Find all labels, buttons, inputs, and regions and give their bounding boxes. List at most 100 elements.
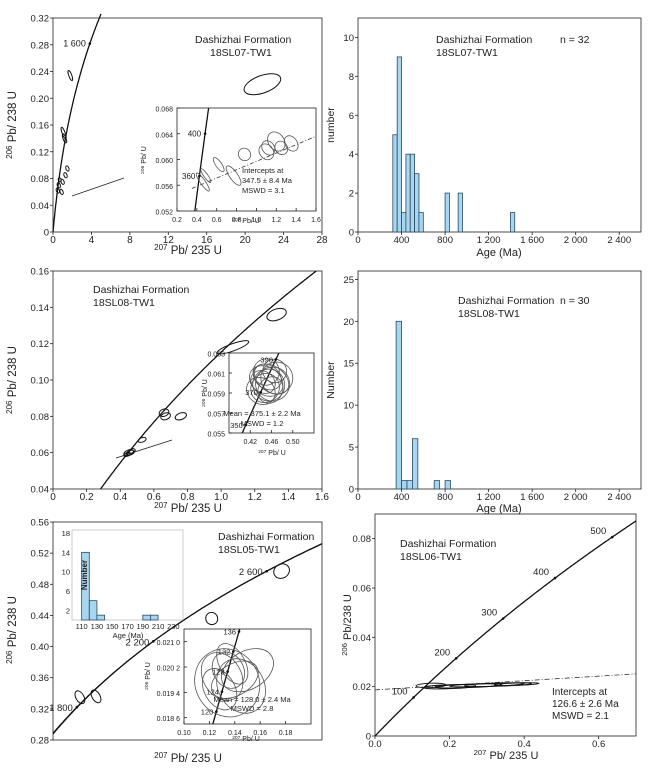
panel-c-inset-ellipse-7 (257, 376, 284, 404)
panel-e-xlabel-text: Pb/ 235 U (168, 753, 222, 765)
panel-c-inset-xlabel-isotope: 207 (258, 449, 266, 455)
panel-d-xaxis-label-4: 1 600 (520, 492, 544, 503)
panel-d-bar-1 (401, 480, 408, 490)
panel-a-age-marker-0 (88, 42, 92, 45)
panel-a-xaxis-label-2: 8 (127, 235, 133, 246)
panel-c-inset-annotation-1: MSWD = 1.2 (241, 419, 284, 428)
panel-b-title: Dashizhai Formation (436, 34, 532, 46)
panel-f-age-label-3: 200 (434, 647, 450, 658)
panel-a-inset-xaxis-label-4: 1.0 (252, 217, 262, 224)
panel-a-xlabel-text: Pb/ 235 U (168, 245, 222, 257)
panel-a-ellipse-3 (61, 133, 68, 144)
panel-c-inset-ylabel-text: Pb/ U (202, 379, 209, 398)
panel-d-bar-0 (395, 320, 402, 490)
panel-d-yaxis-label-5: 25 (343, 275, 354, 286)
panel-e-inset-ylabel-text: Pb/ U (145, 662, 152, 681)
panel-c-ylabel-text: Pb/ 238 U (7, 346, 19, 400)
panel-e-yaxis-label-2: 0.36 (31, 673, 50, 684)
panel-a-inset-ellipse-0 (195, 172, 210, 192)
panel-c-inset-age-marker-1 (259, 390, 262, 394)
panel-b-bar-9 (509, 212, 516, 233)
panel-a-ellipse-10 (59, 188, 64, 195)
panel-c-xaxis-label-6: 1.2 (248, 492, 262, 503)
panel-e-ylabel-isotope: 206 (5, 650, 14, 664)
panel-c-xaxis-label-7: 1.4 (281, 492, 295, 503)
panel-f-annotation-2: MSWD = 2.1 (552, 711, 609, 722)
panel-e-inset-age-marker-3 (220, 690, 224, 693)
panel-a-inset-xlabel-text: Pb/ U (240, 218, 259, 225)
panel-a-yaxis-label-7: 0.28 (31, 40, 50, 51)
panel-c-ellipse-4 (174, 412, 187, 421)
panel-a-inset-yaxis-label-0: 0.052 (155, 210, 173, 217)
panel-f-age-marker-3 (454, 656, 458, 660)
panel-c-yaxis-label-2: 0.08 (31, 412, 50, 423)
panel-c-inset-ellipse-11 (262, 358, 288, 384)
panel-b-yaxis-label-1: 2 (349, 189, 354, 200)
panel-e-xlabel: 207 Pb/ 235 U (154, 751, 222, 766)
panel-d-yaxis-label-0: 0 (349, 485, 354, 496)
panel-b-xaxis-label-0: 0 (355, 235, 360, 246)
panel-a-ellipse-0 (243, 73, 282, 96)
panel-c-xaxis-label-5: 1.0 (214, 492, 228, 503)
panel-a-inset-frame (176, 107, 317, 212)
panel-a-inset-yaxis-label-2: 0.060 (155, 158, 173, 165)
panel-c-inset-ylabel-isotope: 206 (201, 398, 207, 406)
panel-c-inset-ellipse-3 (250, 372, 280, 404)
panel-f-title: Dashizhai Formation (400, 538, 496, 550)
panel-b-bar-0 (392, 134, 398, 233)
panel-a-xaxis-label-1: 4 (89, 235, 95, 246)
panel-e-inset-hist-xtick-4: 190 (137, 622, 150, 631)
panel-b-xaxis-label-2: 800 (437, 235, 453, 246)
panel-e-yaxis-label-1: 0.32 (31, 704, 50, 715)
panel-f-annotation-0: Intercepts at (552, 687, 607, 698)
panel-e-inset-ellipse-6 (221, 648, 274, 693)
panel-c-ellipse-3 (160, 412, 171, 421)
panel-e-inset-ellipse-0 (211, 651, 246, 689)
panel-f-xaxis-label-3: 0.6 (592, 739, 605, 750)
panel-e-inset-hist-bar-4 (150, 614, 159, 621)
panel-e-plot (53, 543, 322, 735)
panel-b-bar-4 (409, 153, 416, 233)
panel-b-yaxis-label-2: 4 (349, 150, 354, 161)
panel-c-leader (115, 439, 173, 459)
panel-a-ylabel-isotope: 206 (5, 145, 14, 159)
panel-c-yaxis-label-1: 0.06 (31, 448, 50, 459)
panel-e-inset-age-marker-4 (215, 710, 218, 713)
panel-e-inset-yaxis-label-2: 0.020 2 (157, 666, 180, 673)
panel-b-bar-5 (414, 173, 420, 233)
panel-c-inset-xaxis-label-2: 0.50 (286, 439, 300, 446)
panel-e-inset-ellipse-1 (211, 660, 259, 699)
panel-b-frame (357, 17, 642, 233)
panel-e-inset-annotation-0: Mean = 128.0 ± 2.4 Ma (213, 695, 291, 704)
panel-e-ellipse-2 (90, 689, 102, 704)
panel-c-plot (99, 271, 318, 489)
panel-a-yaxis-label-4: 0.16 (31, 121, 50, 132)
panel-e-inset-hist-bar-3 (142, 614, 151, 621)
panel-f-ylabel: 206 Pb/238 U (340, 594, 355, 656)
panel-e-inset-age-label-2: 128 (212, 668, 225, 677)
panel-a-yaxis-label-8: 0.32 (31, 14, 50, 25)
panel-c-inset-ellipse-8 (252, 358, 280, 386)
panel-c-inset-age-label-0: 390 (260, 355, 273, 364)
panel-e-age-marker-2 (75, 705, 79, 709)
panel-e-inset-age-marker-1 (232, 650, 235, 653)
panel-d-frame (357, 270, 642, 490)
panel-c-concordia (99, 271, 318, 489)
panel-e-inset-hist-ytick-1: 6 (66, 587, 70, 596)
panel-e-inset-yaxis-label-3: 0.021 0 (157, 640, 180, 647)
panel-f-age-marker-1 (553, 576, 557, 580)
panel-e-yaxis-label-3: 0.40 (31, 642, 50, 653)
panel-c-inset-age-label-2: 350 (230, 421, 243, 430)
panel-f-yaxis-label-0: 0 (366, 732, 371, 743)
panel-f-annotation-1: 126.6 ± 2.6 Ma (552, 699, 619, 710)
panel-e-age-label-2: 1 800 (49, 703, 73, 714)
panel-d-yaxis-label-2: 10 (343, 401, 354, 412)
panel-f-age-marker-0 (610, 535, 614, 539)
panel-a-inset-ellipse-4 (237, 147, 252, 162)
panel-a-inset-age-label-1: 360 (182, 172, 196, 181)
panel-a-inset-ylabel-text: Pb/ U (141, 146, 148, 165)
panel-e-inset: 0.10 0.12 0.14 0.16 0.18 0.018 6 0.019 4 0.020 … (144, 627, 312, 743)
panel-e-inset-yaxis-label-0: 0.018 6 (157, 716, 180, 723)
panel-c-inset-xaxis-label-1: 0.46 (265, 439, 279, 446)
panel-c-inset-age-label-1: 370 (245, 388, 258, 397)
